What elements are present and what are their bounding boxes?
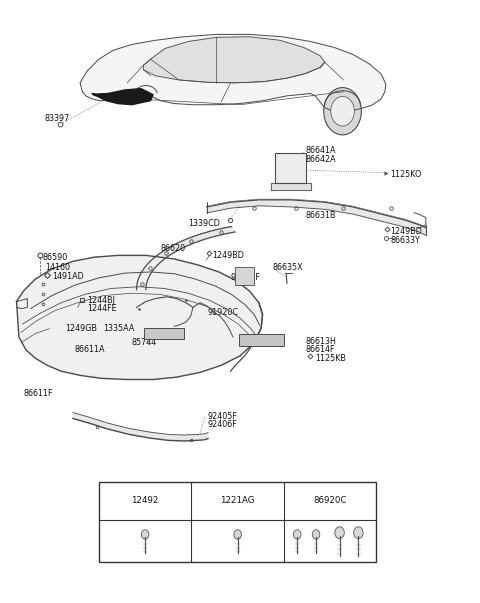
Text: 1249BD: 1249BD [212, 251, 244, 260]
Polygon shape [136, 227, 235, 289]
Text: 86590: 86590 [42, 253, 68, 262]
Circle shape [142, 530, 149, 539]
Bar [239, 334, 284, 346]
Circle shape [234, 530, 241, 539]
Text: 1335AA: 1335AA [104, 324, 135, 333]
Polygon shape [324, 90, 360, 106]
Text: 1244FE: 1244FE [87, 304, 117, 313]
Text: 86614F: 86614F [306, 346, 336, 355]
Text: 1221AG: 1221AG [220, 496, 255, 505]
Text: 91920C: 91920C [207, 308, 238, 317]
Circle shape [335, 527, 344, 538]
Circle shape [324, 87, 361, 135]
Text: 86620: 86620 [160, 244, 185, 253]
Text: 85744: 85744 [132, 338, 157, 347]
Text: 86635X: 86635X [273, 263, 303, 272]
Circle shape [293, 530, 301, 539]
Text: 12492: 12492 [132, 496, 159, 505]
Text: 86641A: 86641A [306, 147, 336, 156]
Polygon shape [207, 200, 426, 235]
Text: 1244BJ: 1244BJ [87, 296, 115, 305]
Text: 95420F: 95420F [230, 273, 261, 282]
Text: 86920C: 86920C [313, 496, 347, 505]
Text: 1125KO: 1125KO [391, 170, 422, 179]
Polygon shape [73, 412, 208, 441]
Text: 1125KB: 1125KB [315, 354, 346, 363]
Text: 92405F: 92405F [207, 412, 237, 421]
Text: 1491AD: 1491AD [52, 272, 84, 281]
Circle shape [331, 96, 354, 126]
Circle shape [354, 527, 363, 538]
Polygon shape [16, 256, 263, 379]
Bar [144, 328, 183, 339]
Polygon shape [271, 183, 311, 191]
Text: 86611A: 86611A [74, 346, 105, 355]
Text: 14160: 14160 [45, 263, 70, 272]
Text: 86633Y: 86633Y [391, 236, 420, 245]
Bar [235, 267, 254, 285]
Text: 83397: 83397 [45, 114, 70, 123]
Text: 92406F: 92406F [207, 420, 237, 429]
Circle shape [312, 530, 320, 539]
Text: 1339CD: 1339CD [188, 219, 220, 228]
Bar [99, 482, 376, 561]
Polygon shape [92, 89, 153, 105]
Text: 86631B: 86631B [306, 211, 336, 220]
Text: 1249BD: 1249BD [391, 227, 422, 236]
Text: 1249GB: 1249GB [65, 324, 97, 333]
Polygon shape [80, 34, 386, 111]
Polygon shape [144, 37, 324, 83]
Text: 86642A: 86642A [306, 155, 336, 164]
Bar [275, 153, 306, 183]
Text: 86613H: 86613H [306, 337, 337, 346]
Text: 86611F: 86611F [24, 388, 53, 397]
